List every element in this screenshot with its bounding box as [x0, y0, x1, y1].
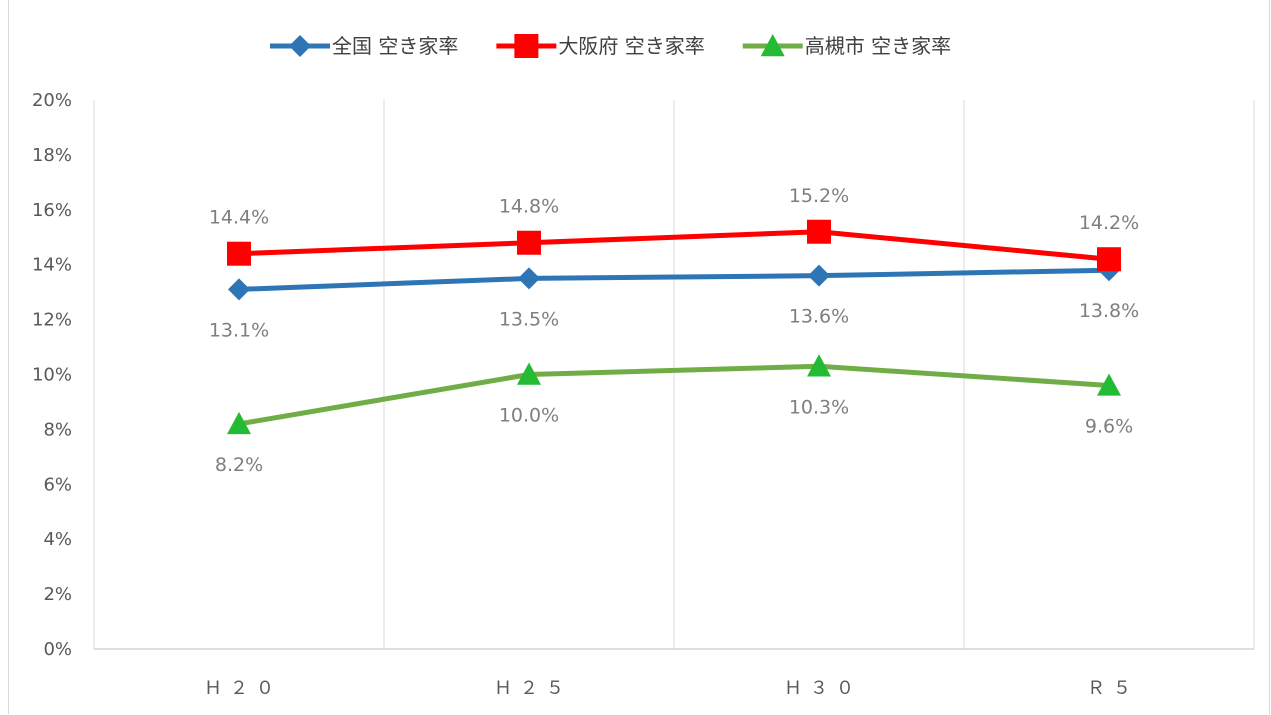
data-point-2 — [1097, 373, 1121, 396]
data-label: 13.5% — [499, 308, 559, 330]
data-label: 14.4% — [209, 207, 269, 229]
data-point-1 — [1097, 247, 1121, 272]
legend-marker — [289, 35, 311, 57]
x-tick-label: Ｈ３０ — [784, 678, 862, 699]
x-tick-label: Ｈ２０ — [204, 678, 282, 699]
y-tick-label: 10% — [32, 365, 72, 386]
grid-layer — [93, 100, 1255, 649]
chart-frame — [8, 0, 1270, 714]
data-point-0 — [808, 264, 830, 287]
data-point-2 — [807, 354, 831, 377]
legend-marker — [760, 34, 785, 57]
data-point-0 — [518, 267, 540, 290]
y-tick-label: 20% — [32, 90, 72, 111]
y-tick-label: 2% — [43, 584, 72, 605]
legend-label: 大阪府 空き家率 — [558, 34, 704, 58]
y-tick-label: 6% — [43, 474, 72, 495]
data-point-2 — [227, 411, 251, 435]
data-point-2 — [517, 362, 541, 385]
y-tick-label: 4% — [43, 529, 72, 550]
y-tick-label: 0% — [43, 639, 72, 660]
data-label: 8.2% — [215, 454, 263, 476]
y-tick-label: 12% — [32, 310, 72, 331]
x-tick-label: Ｈ２５ — [494, 678, 572, 699]
data-label-layer: 13.1% 13.5% 13.6% 13.8% 14.4% 14.8% 15.2% 14.2%… — [209, 185, 1139, 476]
x-tick-label: Ｒ５ — [1087, 678, 1139, 699]
legend: 全国 空き家率 大阪府 空き家率 高槻市 空き家率 — [270, 34, 951, 58]
data-label: 14.2% — [1079, 212, 1139, 234]
data-point-0 — [228, 278, 250, 301]
y-tick-label: 8% — [43, 419, 72, 440]
data-label: 10.0% — [499, 405, 559, 427]
data-label: 15.2% — [789, 185, 849, 207]
data-label: 13.1% — [209, 319, 269, 341]
y-tick-label: 14% — [32, 255, 72, 276]
series-line-1 — [238, 229, 1110, 262]
data-point-1 — [227, 241, 251, 266]
data-point-1 — [807, 219, 831, 244]
data-label: 10.3% — [789, 396, 849, 418]
series-layer — [227, 219, 1121, 435]
series-line-0 — [238, 267, 1110, 292]
axis-layer: 0% 2% 4% 6% 8% 10% 12% 14% 16% 18% 20% Ｈ２０ Ｈ２５ Ｈ３０ Ｒ５ — [32, 90, 1254, 699]
legend-marker — [514, 34, 539, 58]
data-label: 13.6% — [789, 306, 849, 328]
data-point-1 — [517, 230, 541, 255]
data-label: 9.6% — [1085, 415, 1133, 437]
data-label: 14.8% — [499, 196, 559, 218]
legend-label: 高槻市 空き家率 — [805, 34, 951, 58]
data-label: 13.8% — [1079, 300, 1139, 322]
series-line-2 — [238, 363, 1110, 427]
y-tick-label: 16% — [32, 200, 72, 221]
legend-label: 全国 空き家率 — [332, 34, 458, 58]
y-tick-label: 18% — [32, 145, 72, 166]
